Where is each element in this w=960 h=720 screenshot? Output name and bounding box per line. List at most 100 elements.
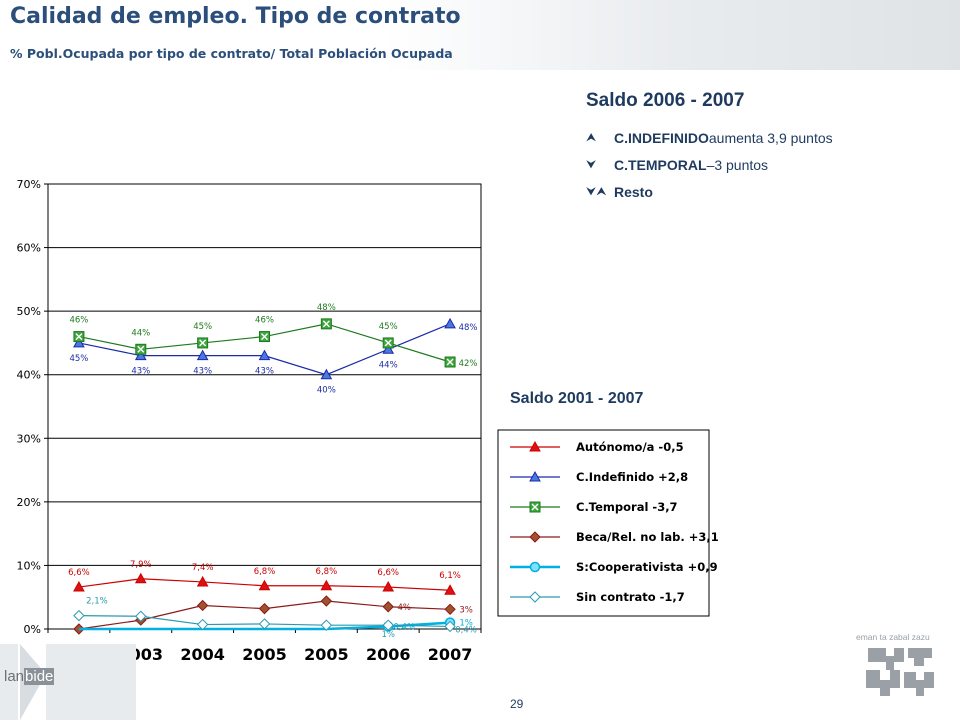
data-point	[444, 620, 456, 633]
data-label: 0,4%	[393, 622, 415, 632]
data-label: 7,9%	[130, 560, 152, 570]
data-label: 46%	[69, 316, 88, 326]
data-point-x	[384, 339, 392, 347]
legend-box	[497, 429, 710, 617]
arrow-updown-icon: ⮟⮝	[586, 184, 607, 198]
bullet-resto: ⮟⮝ Resto	[586, 178, 906, 205]
data-label: 6,8%	[254, 567, 276, 577]
bullet-indefinido-text: aumenta 3,9 puntos	[708, 129, 833, 146]
data-label: 44%	[379, 360, 398, 370]
data-point	[258, 349, 271, 361]
data-label: 44%	[131, 328, 150, 338]
data-point	[320, 619, 333, 631]
data-point	[258, 579, 271, 591]
data-label: 4%	[397, 603, 411, 613]
legend-label: S:Cooperativista +0,9	[576, 560, 718, 574]
legend-label: Autónomo/a -0,5	[576, 440, 684, 454]
data-point	[382, 601, 394, 613]
data-point	[258, 618, 271, 630]
saldo-2006-2007-box: Saldo 2006 - 2007 ⮝ C.INDEFINIDO aumenta…	[586, 90, 906, 205]
data-point-x	[446, 358, 454, 366]
data-point-x	[75, 333, 83, 341]
data-label: 1%	[459, 619, 473, 629]
data-label: 6,6%	[377, 568, 399, 578]
lanbide-logo-text: lanbide	[4, 668, 55, 685]
data-point	[135, 610, 147, 622]
data-point	[444, 584, 456, 595]
saldo-long-title: Saldo 2001 - 2007	[510, 390, 644, 407]
data-label: 3%	[459, 605, 473, 615]
data-label: 6,1%	[439, 571, 461, 581]
page-subtitle: % Pobl.Ocupada por tipo de contrato/ Tot…	[10, 46, 453, 61]
x-tick-label: 2004	[180, 645, 225, 664]
data-point	[382, 581, 395, 592]
data-label: 2,1%	[86, 597, 108, 607]
data-point	[73, 581, 85, 592]
data-label: 45%	[193, 322, 212, 332]
data-point	[320, 595, 333, 607]
data-point	[196, 599, 209, 612]
legend-marker	[529, 561, 541, 573]
legend-marker	[529, 470, 541, 482]
lanbide-bide-text: bide	[24, 668, 55, 685]
data-point	[320, 368, 333, 380]
bullet-temporal-text: –3 puntos	[706, 156, 769, 173]
saldo-recent-title: Saldo 2006 - 2007	[586, 90, 745, 111]
data-label: 40%	[317, 386, 336, 396]
data-point	[196, 575, 209, 587]
bullet-resto-label: Resto	[614, 183, 653, 200]
y-tick-label: 20%	[17, 496, 41, 509]
bullet-temporal-label: C.TEMPORAL	[614, 156, 707, 173]
legend-marker	[529, 591, 541, 603]
data-label: 45%	[69, 354, 88, 364]
y-tick-label: 50%	[17, 305, 41, 318]
y-tick-label: 10%	[17, 559, 41, 572]
data-point-x	[199, 339, 207, 347]
y-tick-label: 40%	[17, 369, 41, 382]
data-label: 43%	[193, 367, 212, 377]
data-label: 48%	[459, 323, 478, 333]
data-point	[382, 343, 395, 354]
data-point	[444, 317, 456, 329]
x-tick-label: 2005	[304, 645, 349, 664]
data-point	[320, 579, 333, 591]
data-point	[382, 619, 394, 631]
y-tick-label: 0%	[24, 623, 41, 636]
header-band	[0, 0, 960, 70]
data-label: 42%	[459, 359, 478, 369]
legend-marker	[529, 440, 541, 452]
data-point-x	[261, 333, 268, 341]
data-label: 45%	[379, 322, 398, 332]
data-label: 43%	[255, 367, 274, 377]
bullet-indefinido-label: C.INDEFINIDO	[614, 129, 709, 146]
arrow-down-icon: ⮟	[586, 157, 597, 171]
y-tick-label: 60%	[17, 242, 41, 255]
plot-area	[47, 183, 482, 630]
data-point-x	[322, 320, 330, 328]
data-point	[196, 618, 209, 631]
data-point	[444, 603, 456, 615]
x-tick-label: 2005	[242, 645, 287, 664]
data-label: 48%	[317, 303, 336, 313]
data-point	[73, 609, 85, 622]
legend-label: C.Temporal -3,7	[576, 500, 678, 514]
data-label: 6,6%	[68, 568, 90, 578]
data-point	[134, 572, 147, 584]
data-point	[134, 349, 147, 361]
lanbide-logo	[0, 644, 136, 720]
data-label: 0,4%	[455, 625, 477, 635]
legend-label: Beca/Rel. no lab. +3,1	[576, 530, 719, 544]
data-point	[196, 349, 209, 361]
data-label: 7,4%	[192, 563, 214, 573]
data-label: 6,8%	[316, 567, 338, 577]
data-label: 46%	[255, 316, 274, 326]
legend-label: C.Indefinido +2,8	[576, 470, 688, 484]
data-label: 1%	[381, 630, 395, 640]
data-label: 43%	[131, 367, 150, 377]
gov-logo-text: eman ta zabal zazu	[856, 632, 930, 642]
data-point	[73, 336, 85, 348]
y-tick-label: 30%	[17, 432, 41, 445]
legend-marker-x	[531, 503, 539, 511]
legend-marker	[529, 531, 541, 543]
